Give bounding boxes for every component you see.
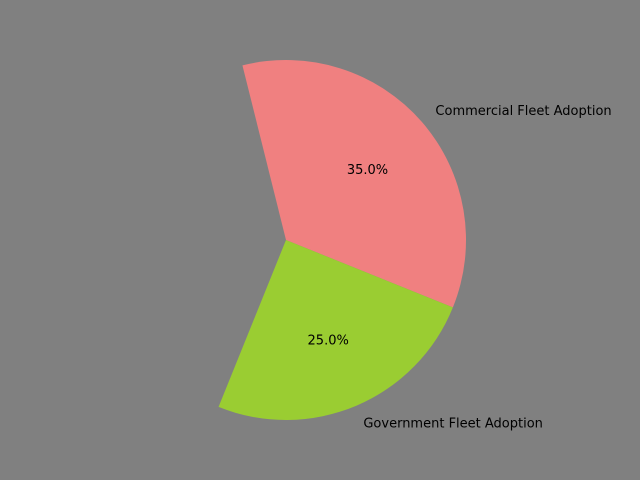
pie-slice-2: [218, 240, 453, 420]
pie-labels: Commercial Fleet Adoption 35.0% Government…: [308, 104, 612, 431]
pie-slices: [218, 60, 466, 420]
slice-percent-label-1: 35.0%: [347, 163, 388, 178]
slice-percent-label-2: 25.0%: [308, 333, 349, 348]
slice-label-1: Commercial Fleet Adoption: [435, 104, 611, 119]
pie-slice-1: [242, 60, 466, 308]
slice-label-2: Government Fleet Adoption: [363, 416, 543, 431]
